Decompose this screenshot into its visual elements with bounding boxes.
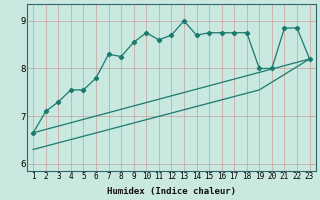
X-axis label: Humidex (Indice chaleur): Humidex (Indice chaleur) <box>107 187 236 196</box>
